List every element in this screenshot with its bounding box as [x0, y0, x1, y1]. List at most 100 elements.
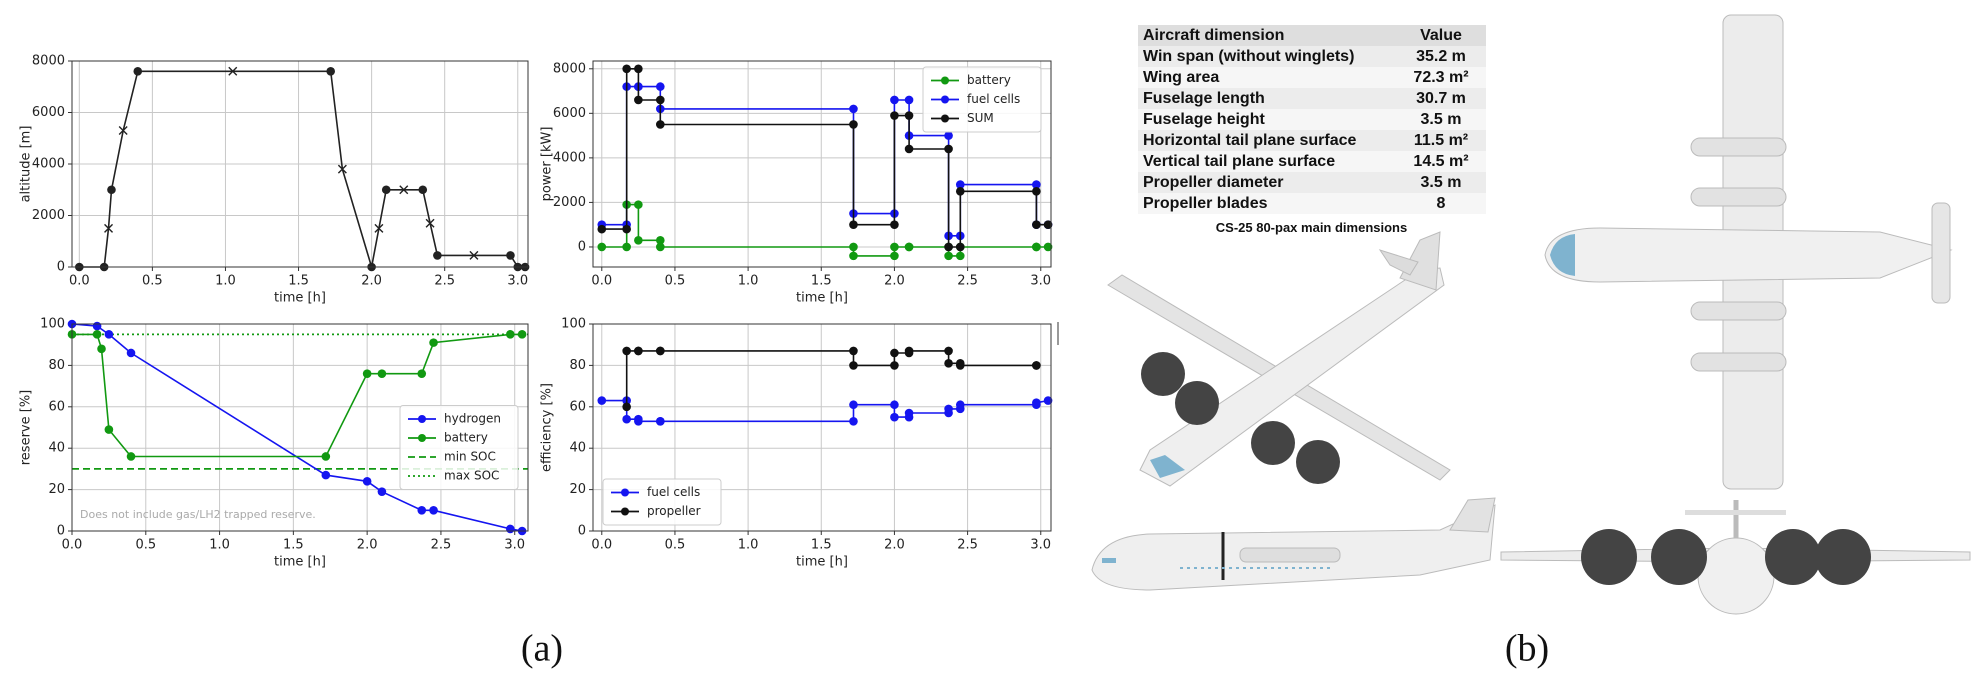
table-cell: 3.5 m [1396, 172, 1486, 193]
data-point [656, 242, 665, 252]
x-tick-label: 2.5 [431, 538, 452, 553]
data-point [1032, 186, 1041, 196]
data-point [517, 330, 527, 339]
panel-label: (b) [1505, 628, 1549, 670]
data-point [634, 64, 643, 74]
data-point [1043, 242, 1053, 252]
data-point [92, 321, 102, 331]
x-tick-label: 2.0 [884, 538, 905, 553]
legend-marker [621, 507, 629, 516]
table-cell: 30.7 m [1396, 88, 1486, 109]
data-point [1032, 398, 1041, 407]
legend-label: min SOC [444, 450, 496, 464]
data-point [656, 235, 665, 245]
data-point [849, 416, 858, 426]
table-row: Fuselage height 3.5 m [1138, 109, 1486, 130]
aircraft-3d-view [1107, 231, 1451, 487]
legend-label: fuel cells [647, 485, 700, 499]
x-tick-label: 2.0 [357, 538, 378, 553]
table-row: Win span (without winglets) 35.2 m [1138, 46, 1486, 67]
data-point [417, 369, 427, 378]
data-point [849, 242, 858, 252]
data-point [97, 344, 106, 354]
y-tick-label: 8000 [32, 54, 65, 69]
legend-marker [621, 488, 629, 497]
data-point [944, 242, 953, 252]
data-point [849, 120, 858, 129]
y-tick-label: 6000 [553, 106, 586, 121]
data-point [890, 251, 899, 261]
table-cell: Propeller blades [1138, 193, 1396, 214]
data-point [849, 361, 858, 370]
x-tick-label: 0.5 [665, 274, 686, 289]
data-point [126, 348, 136, 358]
data-point [944, 404, 953, 414]
x-axis-label: time [h] [796, 291, 848, 306]
table-cell: Propeller diameter [1138, 172, 1396, 193]
legend-box [399, 405, 519, 490]
legend-marker [418, 415, 426, 423]
data-point [634, 235, 643, 245]
data-point [944, 144, 953, 154]
x-tick-label: 3.0 [507, 274, 528, 289]
y-tick-label: 20 [569, 482, 586, 497]
legend-label: SUM [967, 111, 994, 125]
data-point [104, 223, 114, 233]
data-point [904, 408, 914, 418]
data-point [890, 220, 899, 229]
table-row: Horizontal tail plane surface 11.5 m² [1138, 130, 1486, 151]
data-point [362, 477, 372, 486]
table-row: Wing area 72.3 m² [1138, 67, 1486, 88]
data-point [417, 506, 427, 515]
table-cell: 14.5 m² [1396, 151, 1486, 172]
data-point [849, 346, 858, 356]
y-tick-label: 0 [578, 239, 586, 254]
x-tick-label: 3.0 [504, 538, 525, 553]
x-tick-label: 1.5 [811, 538, 832, 553]
data-point [890, 361, 899, 370]
y-tick-label: 4000 [32, 157, 65, 172]
data-point [425, 218, 435, 228]
data-point [904, 95, 914, 105]
data-point [326, 67, 335, 76]
table-cell: Fuselage height [1138, 109, 1396, 130]
table-cell: Value [1396, 25, 1486, 46]
legend-marker [941, 76, 949, 85]
data-point [381, 185, 391, 195]
data-point [634, 200, 643, 209]
data-point [622, 64, 631, 74]
data-point [321, 470, 331, 480]
x-tick-label: 1.5 [283, 538, 304, 553]
data-point [1043, 220, 1053, 229]
table-row: Propeller diameter 3.5 m [1138, 172, 1486, 193]
data-point [107, 185, 116, 195]
data-point [890, 95, 899, 105]
y-tick-label: 60 [48, 399, 65, 414]
data-point [1032, 220, 1041, 229]
series-line [601, 68, 1049, 248]
data-point [944, 359, 953, 368]
table-cell: Fuselage length [1138, 88, 1396, 109]
legend-label: hydrogen [444, 412, 501, 426]
x-tick-label: 1.0 [738, 274, 759, 289]
legend-label: battery [967, 73, 1011, 87]
x-tick-label: 3.0 [1030, 538, 1051, 553]
table-cell: Vertical tail plane surface [1138, 151, 1396, 172]
x-tick-label: 2.5 [957, 538, 978, 553]
data-point [890, 348, 899, 358]
data-point [92, 330, 102, 339]
data-point [656, 346, 665, 356]
y-tick-label: 6000 [32, 105, 65, 120]
x-tick-label: 0.5 [142, 274, 163, 289]
data-point [597, 396, 607, 405]
data-point [469, 250, 479, 260]
data-point [955, 361, 965, 370]
x-axis-label: time [h] [274, 291, 326, 306]
legend-marker [941, 95, 949, 104]
x-tick-label: 2.0 [884, 274, 905, 289]
x-tick-label: 0.0 [591, 538, 612, 553]
data-point [1032, 361, 1041, 370]
data-point [944, 131, 953, 140]
data-point [505, 524, 515, 534]
